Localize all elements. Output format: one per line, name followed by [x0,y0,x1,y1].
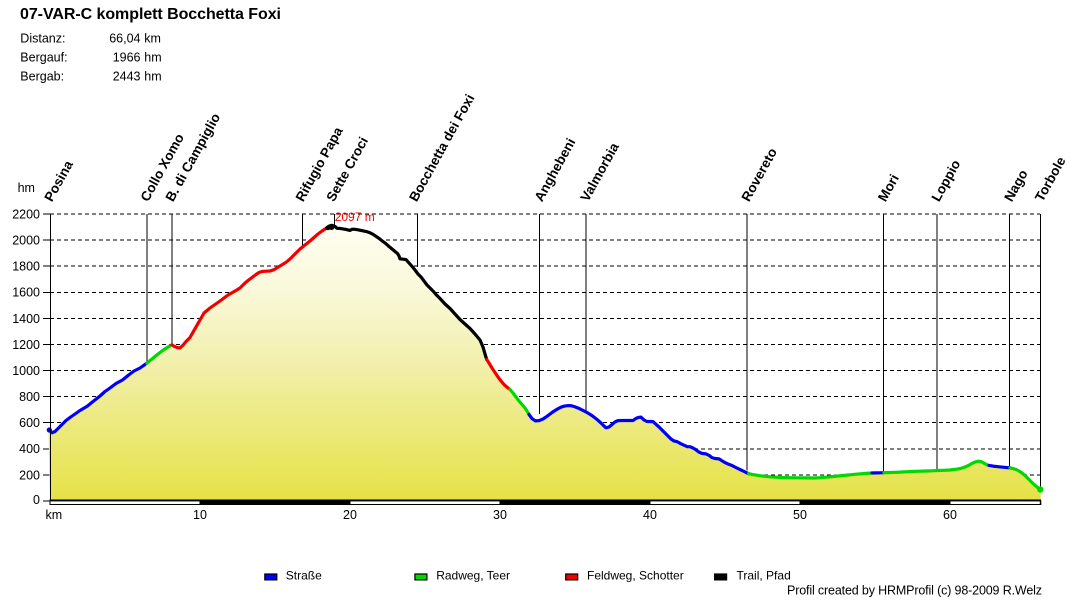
svg-text:800: 800 [19,390,40,404]
svg-text:50: 50 [793,508,807,522]
svg-text:1966: 1966 [113,51,141,65]
svg-text:20: 20 [343,508,357,522]
svg-text:hm: hm [144,51,161,65]
svg-text:200: 200 [19,468,40,482]
svg-text:Rovereto: Rovereto [739,146,780,204]
svg-text:hm: hm [144,70,161,84]
svg-text:1000: 1000 [12,364,40,378]
svg-text:Mori: Mori [875,172,902,204]
svg-text:30: 30 [493,508,507,522]
svg-text:Bergab:: Bergab: [20,70,64,84]
svg-text:Distanz:: Distanz: [20,31,65,45]
svg-text:Radweg, Teer: Radweg, Teer [436,569,510,583]
svg-text:Anghebeni: Anghebeni [532,136,579,204]
svg-text:Feldweg, Schotter: Feldweg, Schotter [587,569,684,583]
svg-text:600: 600 [19,416,40,430]
svg-text:2000: 2000 [12,234,40,248]
svg-text:1800: 1800 [12,260,40,274]
svg-text:66,04: 66,04 [109,31,140,45]
svg-text:Torbole: Torbole [1032,154,1069,204]
svg-text:1200: 1200 [12,338,40,352]
svg-text:2200: 2200 [12,207,40,221]
svg-text:60: 60 [943,508,957,522]
svg-text:km: km [144,31,161,45]
svg-text:400: 400 [19,442,40,456]
svg-text:10: 10 [193,508,207,522]
svg-text:Loppio: Loppio [929,157,964,204]
svg-text:1600: 1600 [12,286,40,300]
svg-text:07-VAR-C komplett Bocchetta Fo: 07-VAR-C komplett Bocchetta Foxi [20,6,281,23]
svg-text:1400: 1400 [12,312,40,326]
svg-text:km: km [46,508,63,522]
svg-text:2443: 2443 [113,70,141,84]
svg-text:Straße: Straße [286,569,322,583]
svg-text:Valmorbia: Valmorbia [578,140,623,204]
svg-text:Trail, Pfad: Trail, Pfad [737,569,791,583]
svg-text:Nago: Nago [1001,167,1030,204]
svg-text:Bocchetta dei Foxi: Bocchetta dei Foxi [406,92,477,204]
svg-text:Profil created by HRMProfil (c: Profil created by HRMProfil (c) 98-2009 … [787,584,1042,598]
svg-text:Bergauf:: Bergauf: [20,51,67,65]
svg-text:hm: hm [18,181,35,195]
svg-text:0: 0 [33,493,40,507]
svg-text:2097 m: 2097 m [335,210,375,224]
svg-text:Posina: Posina [41,158,76,204]
svg-text:40: 40 [643,508,657,522]
